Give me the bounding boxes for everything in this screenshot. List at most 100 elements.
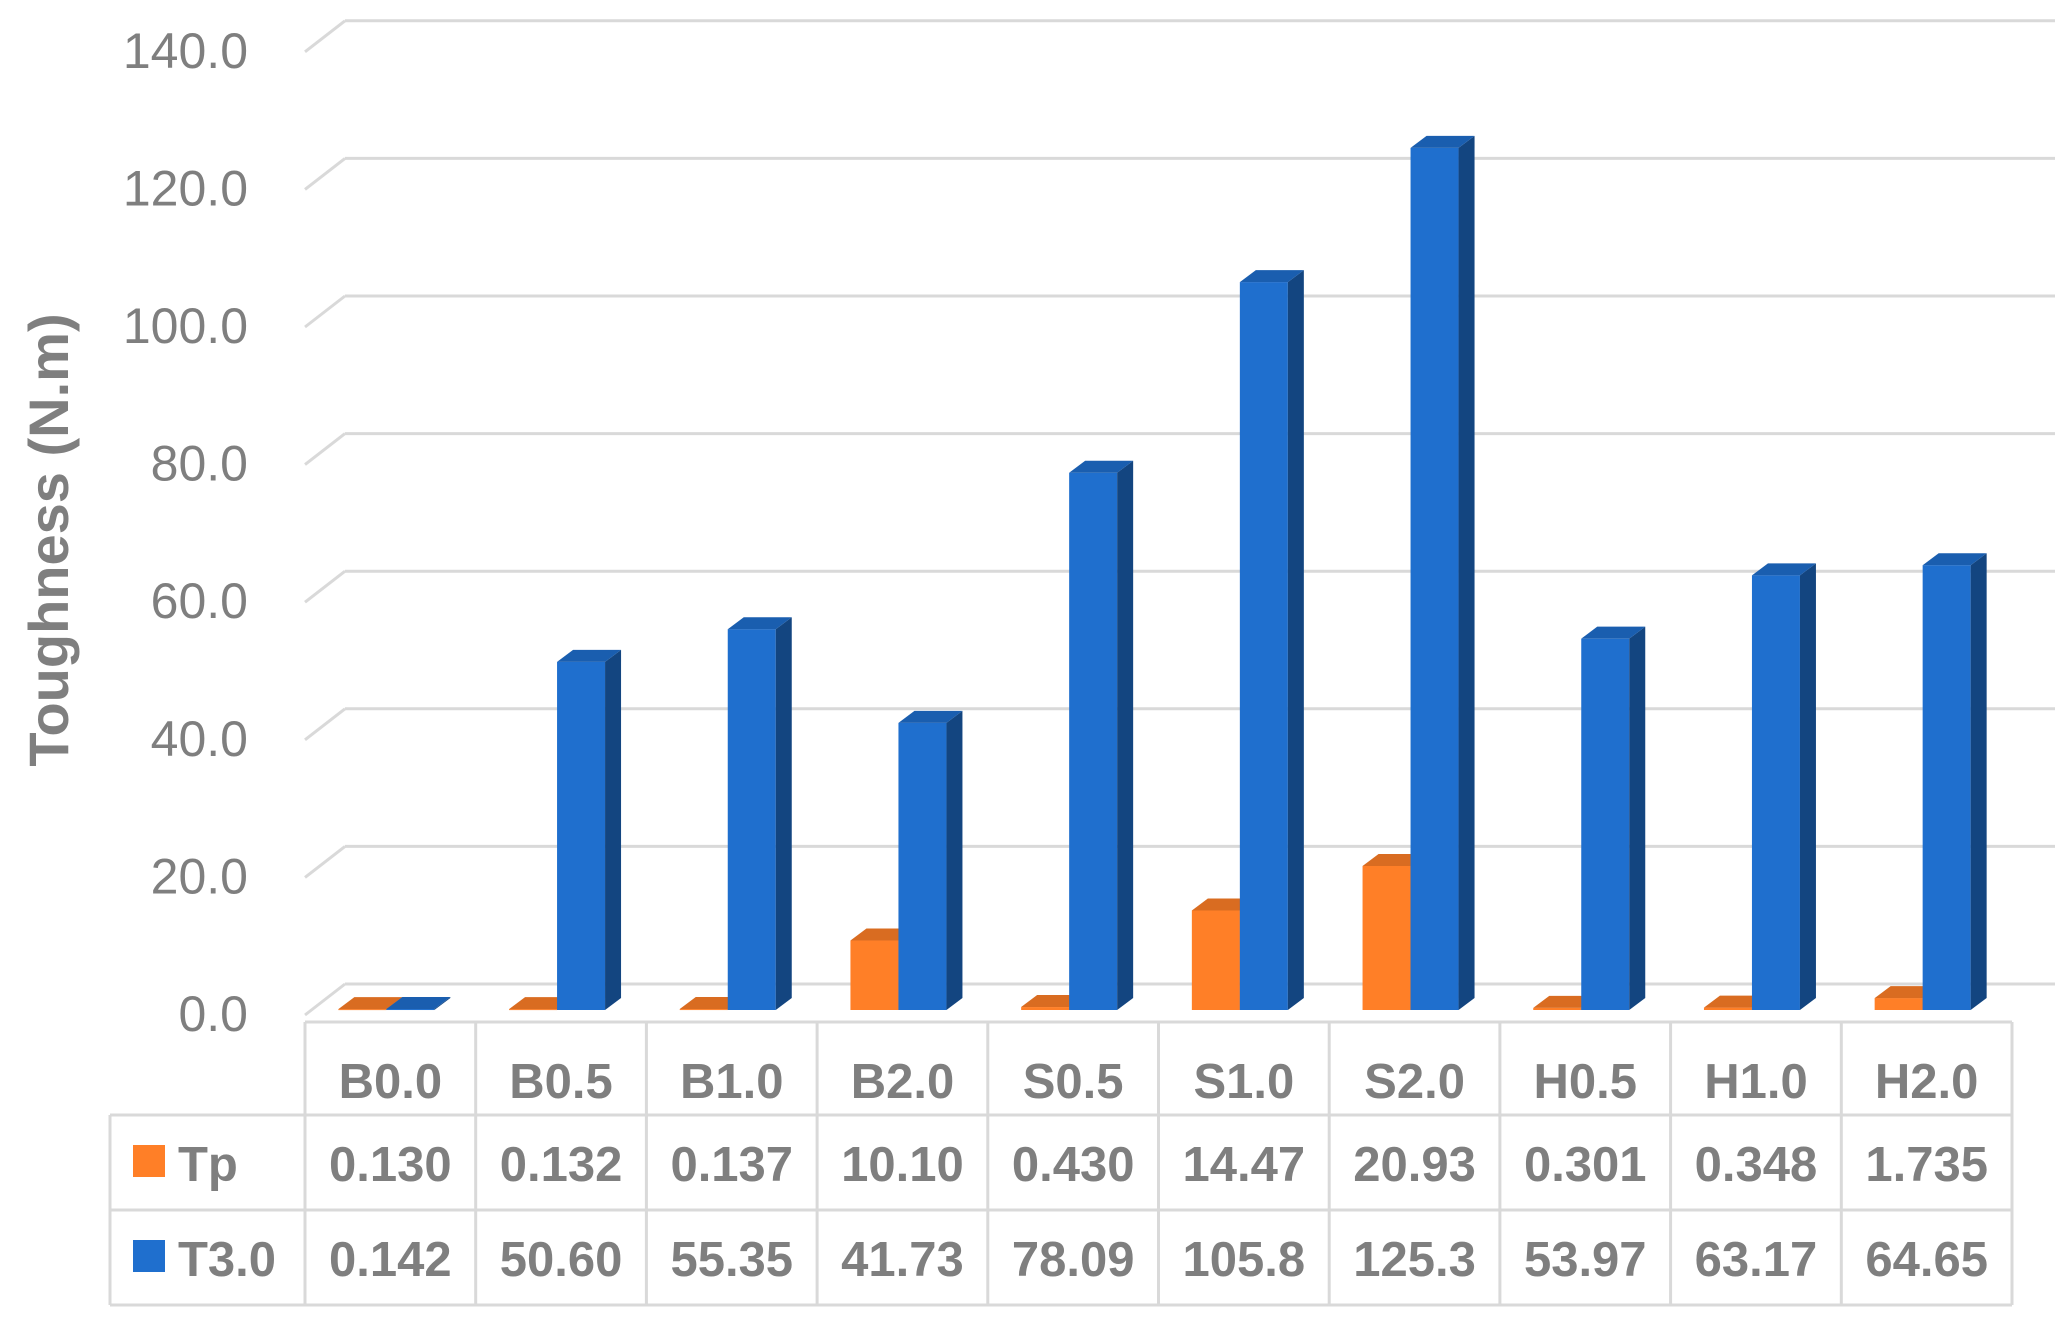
- bar-side: [946, 710, 963, 1010]
- bar-front: [557, 661, 606, 1010]
- bar-front: [679, 1009, 728, 1011]
- category-label: H2.0: [1875, 1055, 1979, 1109]
- bar-front: [386, 1009, 435, 1011]
- table-cell: 41.73: [841, 1233, 964, 1287]
- legend-label-Tp: Tp: [178, 1138, 238, 1192]
- gridline-diag: [304, 845, 346, 879]
- data-table: B0.0 B0.5 B1.0 B2.0 S0.5 S1.0 S2.0 H0.5 H1.0 H2.0…: [108, 1020, 2014, 1307]
- y-axis-ticks: 0.0 20.0 40.0 60.0 80.0 100.0 120.0 140.0: [123, 23, 248, 1042]
- gridline-diag: [304, 294, 346, 329]
- table-cell: 53.97: [1524, 1233, 1647, 1287]
- table-cell: 0.137: [670, 1138, 793, 1192]
- category-label: H0.5: [1533, 1055, 1637, 1109]
- bar-front: [1533, 1007, 1582, 1010]
- bar-top: [1069, 460, 1134, 473]
- category-label: S1.0: [1193, 1055, 1294, 1109]
- bar-front: [1362, 866, 1411, 1010]
- bar-front: [1021, 1007, 1070, 1010]
- bar-top: [1922, 553, 1987, 566]
- bars: [338, 135, 1987, 1011]
- bar-top: [557, 649, 622, 662]
- table-cell: 1.735: [1865, 1138, 1988, 1192]
- gridline-diag: [304, 157, 346, 191]
- bar-T3.0-B1.0: [727, 617, 792, 1010]
- bar-T3.0-S2.0: [1410, 135, 1475, 1010]
- gridline-diag: [304, 19, 346, 53]
- table-cell: 50.60: [500, 1233, 623, 1287]
- table-cell: 0.301: [1524, 1138, 1647, 1192]
- bar-front: [1581, 638, 1630, 1010]
- table-cell: 14.47: [1183, 1138, 1306, 1192]
- table-cell: 10.10: [841, 1138, 964, 1192]
- gridlines: [304, 19, 2055, 1017]
- category-label: B0.0: [339, 1055, 443, 1109]
- bar-front: [898, 722, 947, 1010]
- gridline-diag: [304, 982, 346, 1017]
- gridline-diag: [304, 707, 346, 741]
- bar-top: [1410, 135, 1475, 148]
- bar-front: [1410, 147, 1459, 1010]
- table-cell: 63.17: [1695, 1233, 1818, 1287]
- bar-side: [605, 649, 622, 1010]
- bar-side: [1117, 460, 1134, 1010]
- bar-front: [1239, 282, 1288, 1010]
- bar-T3.0-B0.5: [557, 649, 622, 1010]
- gridline-diag: [304, 570, 346, 604]
- y-tick-label: 0.0: [178, 986, 248, 1042]
- bar-T3.0-S0.5: [1069, 460, 1134, 1010]
- y-tick-label: 140.0: [123, 23, 248, 79]
- bar-top: [1581, 626, 1646, 639]
- bar-front: [850, 940, 899, 1010]
- legend-swatch-T3.0: [133, 1240, 165, 1272]
- legend-label-T3.0: T3.0: [178, 1233, 276, 1287]
- category-label: B2.0: [851, 1055, 955, 1109]
- table-cell: 0.430: [1012, 1138, 1135, 1192]
- table-cell: 78.09: [1012, 1233, 1135, 1287]
- category-label: B1.0: [680, 1055, 784, 1109]
- bar-top: [1751, 563, 1816, 576]
- y-tick-label: 40.0: [151, 711, 248, 767]
- category-label: S2.0: [1364, 1055, 1465, 1109]
- y-tick-label: 100.0: [123, 298, 248, 354]
- bar-front: [1922, 565, 1971, 1010]
- bar-front: [1191, 910, 1240, 1010]
- legend-swatch-Tp: [133, 1145, 165, 1177]
- bar-T3.0-S1.0: [1239, 270, 1304, 1010]
- bar-side: [775, 617, 792, 1010]
- y-tick-label: 120.0: [123, 160, 248, 216]
- category-label: H1.0: [1704, 1055, 1808, 1109]
- table-cell: 64.65: [1865, 1233, 1988, 1287]
- bar-front: [1751, 575, 1800, 1010]
- bar-side: [1629, 626, 1646, 1010]
- table-cell: 0.132: [500, 1138, 623, 1192]
- y-tick-label: 80.0: [151, 436, 248, 492]
- bar-side: [1799, 563, 1816, 1010]
- bar-front: [1874, 998, 1923, 1010]
- bar-front: [727, 629, 776, 1010]
- table-cell: 20.93: [1353, 1138, 1476, 1192]
- bar-T3.0-H1.0: [1751, 563, 1816, 1010]
- bar-T3.0-H0.5: [1581, 626, 1646, 1010]
- category-label: S0.5: [1023, 1055, 1124, 1109]
- bar-top: [386, 997, 451, 1010]
- table-cell: 0.348: [1695, 1138, 1818, 1192]
- bar-T3.0-B2.0: [898, 710, 963, 1010]
- bar-top: [898, 710, 963, 723]
- bar-front: [509, 1009, 558, 1011]
- category-label: B0.5: [509, 1055, 613, 1109]
- y-tick-label: 60.0: [151, 573, 248, 629]
- bar-top: [338, 997, 403, 1010]
- gridline-diag: [304, 432, 346, 466]
- bar-side: [434, 997, 451, 1010]
- bar-front: [338, 1009, 387, 1011]
- bar-side: [1458, 135, 1475, 1010]
- bar-side: [1970, 553, 1987, 1010]
- y-axis-title: Toughness (N.m): [17, 313, 80, 766]
- bar-side: [1287, 270, 1304, 1010]
- bar-top: [1239, 270, 1304, 283]
- bar-front: [1703, 1007, 1752, 1010]
- y-tick-label: 20.0: [151, 848, 248, 904]
- table-cell: 0.142: [329, 1233, 452, 1287]
- bar-front: [1069, 472, 1118, 1010]
